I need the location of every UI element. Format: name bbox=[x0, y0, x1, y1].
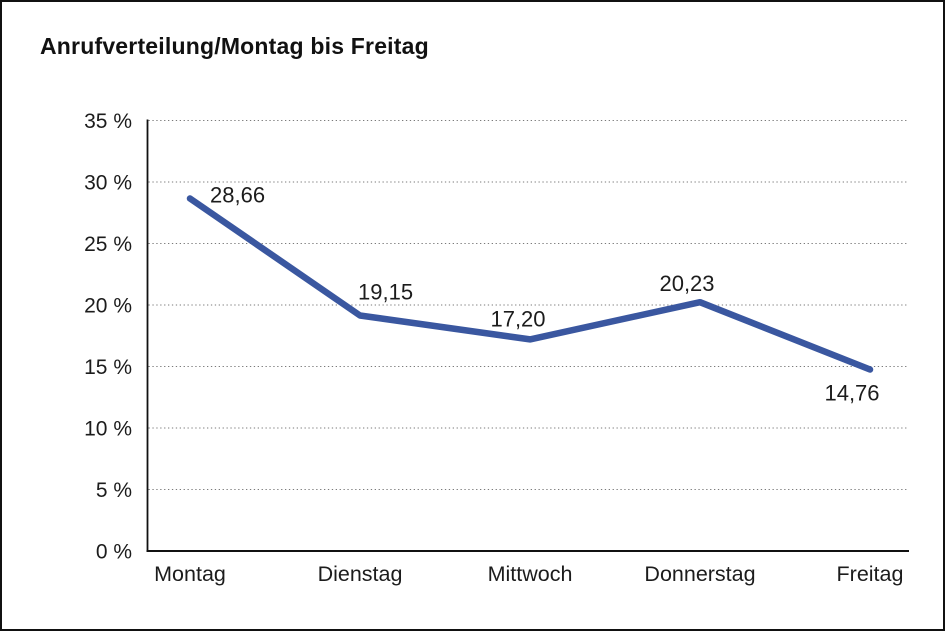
y-tick-label: 25 % bbox=[84, 233, 132, 256]
y-tick-label: 35 % bbox=[84, 110, 132, 133]
y-tick-label: 30 % bbox=[84, 172, 132, 195]
x-tick-label: Mittwoch bbox=[488, 562, 573, 586]
y-tick-label: 0 % bbox=[96, 541, 132, 564]
y-tick-label: 5 % bbox=[96, 479, 132, 502]
series-line bbox=[186, 195, 874, 373]
data-point-label: 17,20 bbox=[490, 306, 545, 331]
y-tick-label: 15 % bbox=[84, 356, 132, 379]
x-tick-label: Freitag bbox=[837, 562, 904, 586]
data-point-label: 20,23 bbox=[659, 271, 714, 296]
x-tick-label: Montag bbox=[154, 562, 226, 586]
x-tick-label: Donnerstag bbox=[644, 562, 755, 586]
x-tick-label: Dienstag bbox=[318, 562, 403, 586]
data-point-label: 19,15 bbox=[358, 279, 413, 304]
data-point-label: 14,76 bbox=[824, 380, 879, 405]
data-point-label: 28,66 bbox=[210, 182, 265, 207]
y-tick-label: 20 % bbox=[84, 295, 132, 318]
y-tick-label: 10 % bbox=[84, 418, 132, 441]
chart-title: Anrufverteilung/Montag bis Freitag bbox=[40, 33, 429, 59]
